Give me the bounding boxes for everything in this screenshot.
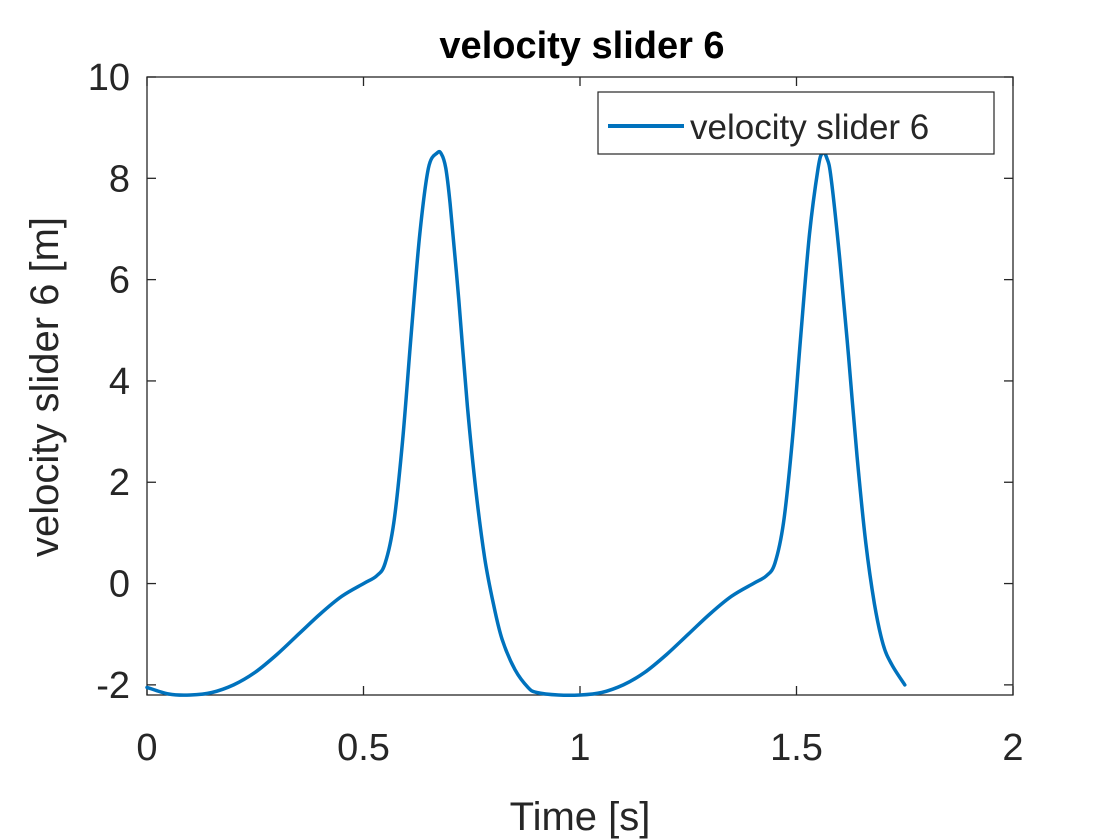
- plot-area: [146, 76, 1014, 696]
- x-tick-label: 0: [136, 727, 157, 769]
- legend-box: [597, 91, 995, 155]
- y-tick-label: 10: [88, 57, 130, 99]
- legend: velocity slider 6: [597, 91, 995, 155]
- y-tick-label: 6: [109, 260, 130, 302]
- x-tick-label: 1: [569, 727, 590, 769]
- y-axis-label: velocity slider 6 [m]: [23, 217, 67, 557]
- x-tick-label: 2: [1002, 727, 1023, 769]
- x-axis-label: Time [s]: [510, 795, 651, 839]
- series-layer: [145, 149, 907, 698]
- x-tick-label: 1.5: [770, 727, 823, 769]
- axes-frame: [146, 76, 1014, 696]
- chart-title: velocity slider 6: [439, 25, 724, 67]
- series-line: [145, 149, 907, 698]
- x-tick-label: 0.5: [337, 727, 390, 769]
- y-tick-label: 2: [109, 462, 130, 504]
- legend-entry-label: velocity slider 6: [690, 108, 929, 147]
- y-tick-label: -2: [96, 665, 130, 707]
- y-tick-label: 0: [109, 564, 130, 606]
- y-tick-label: 8: [109, 158, 130, 200]
- y-tick-label: 4: [109, 361, 130, 403]
